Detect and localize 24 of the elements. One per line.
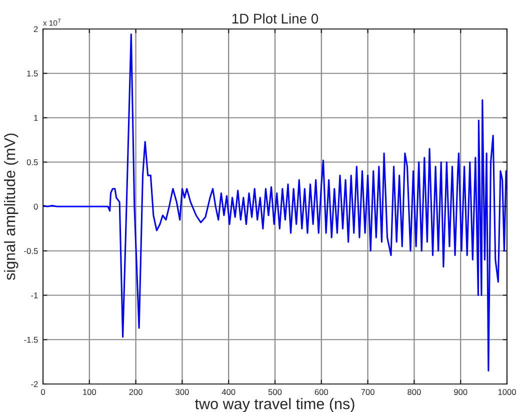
y-tick-label: 0.5 [26,159,38,166]
x-tick-label: 300 [176,389,189,395]
y-tick-label: -1.5 [24,336,38,343]
x-tick-label: 600 [314,389,328,395]
y-tick-label: 1.5 [27,70,38,76]
chart-title: 1D Plot Line 0 [232,13,318,24]
y-tick-label: -2 [31,381,38,388]
x-tick-label: 400 [222,389,236,395]
y-tick-label: -0.5 [24,248,38,254]
x-tick-label: 0 [41,389,45,395]
x-tick-label: 100 [83,389,96,395]
y-tick-label: 1 [34,115,38,121]
y-tick-label: -1 [31,292,38,298]
y-axis-title: signal amplitude (mV) [4,134,18,280]
line-series [43,34,507,372]
x-tick-label: 900 [454,389,468,395]
y-tick-label: 0 [34,204,38,210]
x-tick-label: 700 [361,389,374,395]
y-tick-label: 2 [34,26,38,32]
x-tick-label: 500 [268,389,282,395]
x-axis-title: two way travel time (ns) [195,398,354,412]
x-tick-label: 1000 [498,389,516,395]
x-tick-label: 200 [129,389,142,395]
x-tick-label: 800 [408,389,421,395]
